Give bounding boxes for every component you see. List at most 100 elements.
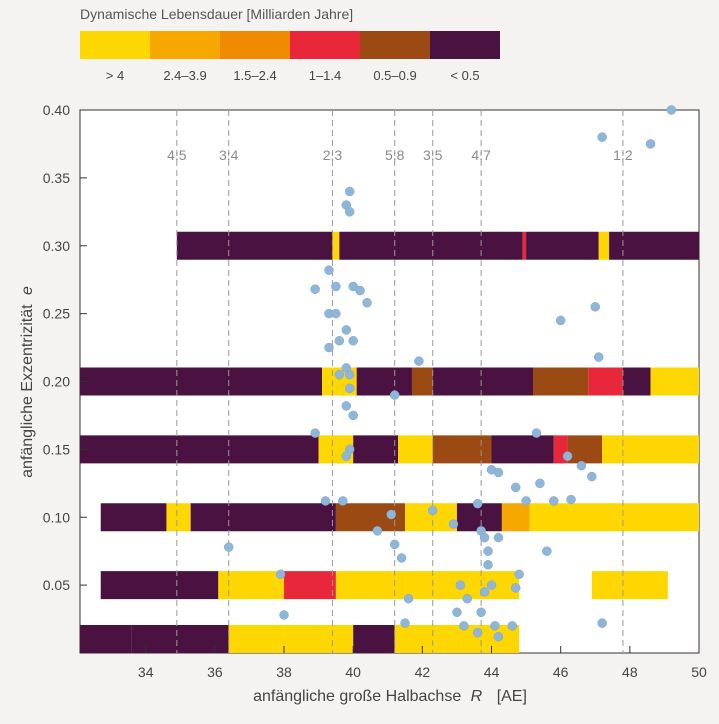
resonance-labels: 4:5 3:4 2:3 5:8 3:5 4:7 1:2	[167, 147, 633, 163]
legend-label: 1.5–2.4	[233, 68, 276, 83]
x-axis-label: anfängliche große Halbachse R [AE]	[253, 688, 527, 705]
band-segment	[284, 571, 336, 600]
data-point	[593, 352, 604, 362]
data-point	[389, 539, 400, 550]
legend-label: > 4	[106, 68, 124, 83]
x-tick-label: 44	[484, 664, 500, 680]
data-point	[403, 593, 414, 604]
legend-swatch	[290, 31, 360, 59]
x-tick-label: 48	[622, 664, 638, 680]
x-tick-label: 34	[138, 664, 154, 680]
x-tick-label: 36	[207, 664, 223, 680]
data-point	[362, 298, 372, 308]
band-segment	[131, 625, 229, 653]
x-tick-label: 42	[415, 664, 431, 680]
data-point	[389, 390, 400, 400]
x-axis-label-var: R	[471, 688, 483, 705]
y-axis-label: anfängliche Exzentrizität e	[19, 286, 36, 478]
data-point	[535, 478, 545, 489]
data-point	[490, 621, 500, 631]
data-point	[341, 325, 352, 335]
band-segment	[176, 231, 333, 260]
data-point	[486, 580, 497, 590]
data-point	[566, 494, 576, 505]
y-tick-label: 0.30	[43, 238, 70, 254]
data-point	[334, 369, 345, 380]
resonance-label: 2:3	[323, 147, 343, 163]
legend-label: 1–1.4	[309, 68, 342, 83]
band-segment	[526, 231, 599, 260]
band-segment	[591, 571, 668, 600]
data-point	[279, 610, 289, 620]
resonance-label: 5:8	[385, 147, 405, 163]
data-point	[521, 496, 531, 506]
data-point	[542, 546, 552, 556]
data-point	[493, 532, 504, 543]
band-segment	[356, 367, 412, 396]
data-point	[493, 631, 504, 642]
band-segment	[335, 571, 406, 600]
band-segment	[100, 571, 219, 600]
data-point	[344, 207, 355, 217]
legend-swatch	[150, 31, 220, 59]
band-segment	[529, 503, 699, 532]
band-segment	[353, 435, 399, 464]
band-segment	[522, 231, 527, 260]
data-point	[507, 621, 518, 631]
data-point	[479, 587, 490, 597]
data-point	[341, 401, 352, 411]
data-point	[493, 467, 504, 478]
data-point	[483, 560, 493, 570]
band-segment	[398, 435, 433, 464]
band-segment	[80, 625, 132, 653]
band-segment	[339, 231, 523, 260]
band-segment	[432, 435, 492, 464]
data-point	[531, 428, 542, 438]
data-point	[645, 139, 656, 149]
data-point	[555, 315, 566, 326]
data-point	[448, 519, 459, 529]
data-point	[452, 607, 462, 618]
band-segment	[353, 625, 395, 653]
band-segment	[284, 625, 354, 653]
band-segment	[491, 435, 554, 464]
resonance-label: 3:5	[423, 147, 443, 163]
data-point	[590, 302, 601, 312]
band-segment	[411, 367, 433, 396]
data-point	[341, 451, 352, 461]
data-point	[324, 265, 334, 275]
data-point	[396, 553, 407, 563]
band-segment	[190, 503, 336, 532]
x-axis-label-unit: [AE]	[497, 688, 527, 705]
data-point	[223, 542, 234, 552]
y-tick-label: 0.15	[43, 441, 70, 457]
band-segment	[650, 367, 699, 396]
legend-label: < 0.5	[450, 68, 479, 83]
data-point	[331, 308, 341, 319]
data-point	[344, 186, 355, 197]
band-segment	[432, 367, 534, 396]
band-segment	[602, 435, 699, 464]
y-tick-label: 0.10	[43, 509, 70, 525]
y-tick-label: 0.05	[43, 577, 70, 593]
data-point	[331, 281, 341, 292]
y-tick-label: 0.35	[43, 170, 70, 186]
data-point	[510, 583, 521, 593]
legend-swatch	[80, 31, 150, 59]
data-point	[514, 569, 524, 580]
x-tick-label: 50	[691, 664, 707, 680]
data-point	[310, 284, 320, 294]
data-point	[372, 526, 383, 536]
data-point	[386, 509, 396, 520]
data-point	[344, 383, 355, 394]
data-point	[355, 285, 365, 296]
data-point	[310, 428, 320, 438]
data-point	[510, 482, 521, 493]
resonance-label: 1:2	[613, 147, 633, 163]
data-point	[320, 496, 331, 506]
legend-swatch	[360, 31, 430, 59]
resonance-label: 4:7	[471, 147, 491, 163]
data-point	[472, 498, 483, 509]
resonance-label: 3:4	[219, 147, 239, 163]
